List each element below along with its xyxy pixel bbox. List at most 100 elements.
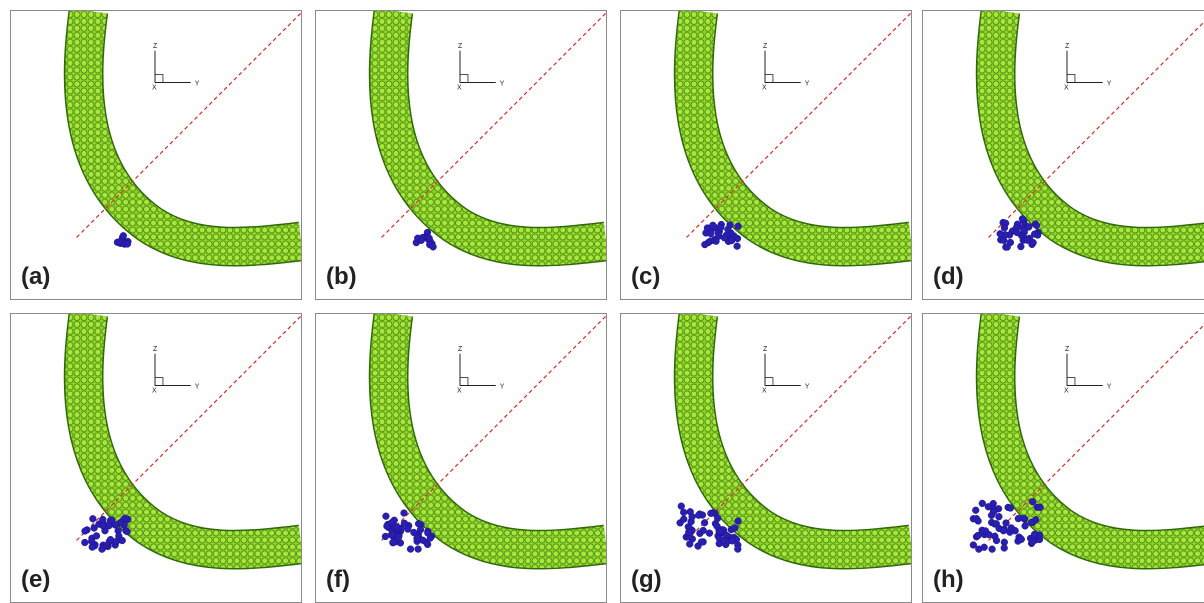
particle — [701, 240, 709, 249]
panel-label: (f) — [326, 566, 350, 593]
particle — [992, 520, 1000, 528]
diagonal-line — [381, 12, 606, 238]
particle — [714, 514, 722, 523]
particle — [392, 523, 401, 531]
y-axis-label: Y — [500, 383, 505, 390]
particle — [677, 502, 685, 510]
particle — [697, 538, 706, 546]
particle — [1017, 242, 1025, 251]
particle — [119, 232, 127, 240]
particle — [417, 236, 425, 244]
particle — [709, 221, 717, 229]
z-axis-label: Z — [763, 43, 768, 50]
particle — [699, 526, 707, 535]
particle — [727, 236, 736, 245]
particle — [680, 508, 688, 516]
particle — [728, 537, 736, 545]
x-axis-label: X — [457, 84, 462, 91]
panel-scene: Z Y X — [975, 11, 1204, 267]
particle — [987, 511, 996, 519]
particle — [1018, 215, 1027, 223]
particle — [996, 230, 1004, 238]
particle — [1006, 504, 1015, 512]
granular-tube — [65, 11, 301, 265]
simulation-panel: Z Y X (e) — [10, 313, 302, 603]
particle — [707, 229, 715, 238]
simulation-panel: Z Y X (f) — [315, 313, 607, 603]
x-axis-label: X — [1064, 84, 1069, 91]
axis-triad: Z Y X — [457, 346, 505, 395]
panel-label: (h) — [933, 566, 964, 593]
particle — [734, 545, 742, 553]
x-axis-label: X — [762, 84, 767, 91]
particle — [1025, 223, 1033, 231]
diagonal-line — [686, 12, 911, 238]
z-axis-label: Z — [458, 346, 463, 353]
particle-cluster — [996, 215, 1042, 251]
particle — [387, 519, 396, 527]
particle-cluster — [412, 228, 437, 251]
particle — [685, 528, 693, 536]
simulation-panel: Z Y X (d) — [922, 10, 1204, 300]
z-axis-label: Z — [458, 43, 463, 50]
particle — [733, 242, 741, 250]
particle — [400, 519, 409, 527]
particle — [81, 538, 89, 547]
particle — [1036, 503, 1044, 511]
particle-cluster — [113, 232, 132, 248]
particle — [969, 541, 977, 549]
z-axis-label: Z — [153, 346, 158, 353]
particle — [1029, 498, 1037, 506]
particle — [1031, 530, 1039, 538]
particle — [123, 240, 132, 248]
y-axis-label: Y — [1107, 80, 1112, 87]
panel-label: (b) — [326, 263, 357, 290]
simulation-panel: Z Y X (b) — [315, 10, 607, 300]
particle — [716, 527, 724, 535]
simulation-panel: Z Y X (g) — [620, 313, 912, 603]
panel-label: (g) — [631, 566, 662, 593]
particle — [89, 515, 97, 523]
panel-scene: Z Y X — [63, 314, 301, 570]
y-axis-label: Y — [1107, 383, 1112, 390]
x-axis-label: X — [152, 387, 157, 394]
simulation-panel: Z Y X (a) — [10, 10, 302, 300]
particle — [972, 506, 980, 514]
particle — [99, 522, 107, 530]
axis-triad: Z Y X — [1064, 43, 1112, 92]
z-axis-label: Z — [1065, 43, 1070, 50]
y-axis-label: Y — [805, 80, 810, 87]
particle — [90, 524, 98, 532]
particle — [992, 536, 1001, 545]
particle — [707, 509, 715, 517]
y-axis-label: Y — [195, 80, 200, 87]
particle — [416, 526, 425, 534]
particle — [1000, 544, 1008, 552]
panel-scene: Z Y X — [368, 314, 606, 570]
particle — [1032, 221, 1041, 229]
particle — [121, 514, 129, 522]
diagonal-line — [988, 324, 1204, 541]
granular-tube — [370, 314, 606, 568]
particle — [92, 532, 101, 540]
particle — [406, 545, 415, 553]
particle — [1000, 224, 1009, 232]
panel-scene: Z Y X — [673, 11, 911, 267]
particle — [688, 513, 696, 521]
particle — [1003, 243, 1011, 251]
particle — [429, 243, 437, 251]
axis-triad: Z Y X — [762, 346, 810, 395]
particle — [999, 527, 1008, 535]
axis-triad: Z Y X — [1064, 346, 1112, 395]
particle — [1031, 230, 1039, 238]
particle — [388, 530, 396, 539]
particle — [389, 538, 397, 546]
particle — [705, 529, 714, 537]
particle — [974, 517, 982, 525]
x-axis-label: X — [457, 387, 462, 394]
panel-scene: Z Y X — [673, 314, 911, 570]
axis-triad: Z Y X — [762, 43, 810, 92]
z-axis-label: Z — [1065, 346, 1070, 353]
particle — [113, 537, 121, 545]
particle — [99, 515, 107, 524]
